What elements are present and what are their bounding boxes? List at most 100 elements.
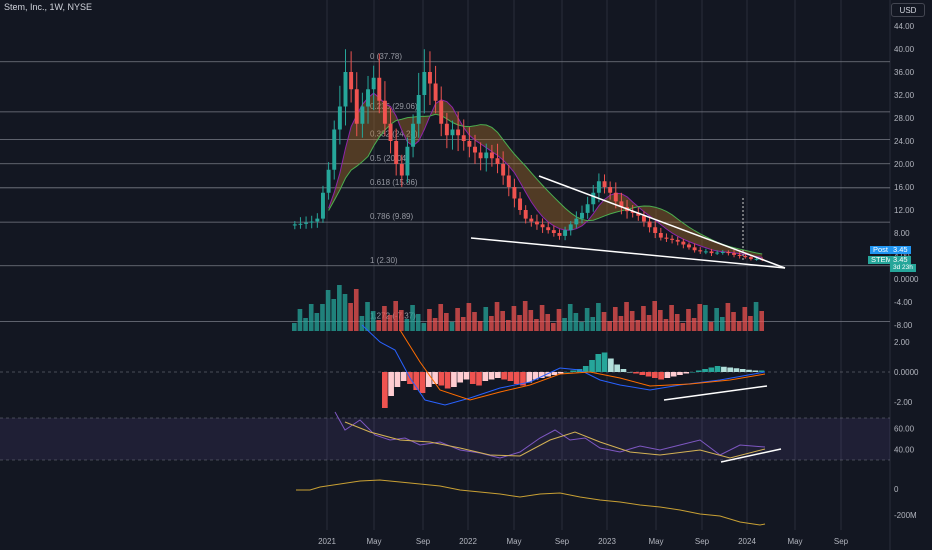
price-axis-label: 12.00 <box>894 206 915 215</box>
volume-bar <box>736 321 742 331</box>
volume-bar <box>489 316 494 331</box>
currency-button[interactable]: USD <box>891 3 925 17</box>
candle-body <box>715 252 720 254</box>
volume-bar <box>708 322 714 331</box>
candle-body <box>687 244 691 248</box>
macd-histogram-bar <box>626 372 633 373</box>
volume-bar <box>393 301 398 331</box>
macd-histogram-bar <box>444 372 451 389</box>
volume-bar <box>725 303 731 331</box>
candle-body <box>512 187 517 199</box>
volume-bar <box>444 313 449 331</box>
volume-bar <box>427 309 432 331</box>
volume-bar <box>635 320 641 331</box>
volume-bar <box>652 301 658 331</box>
volume-bar <box>483 307 489 331</box>
price-axis-label: 24.00 <box>894 137 915 146</box>
candle-body <box>422 72 427 95</box>
macd-histogram-bar <box>394 372 401 387</box>
candle-body <box>456 129 461 136</box>
fib-level-label: 1.272 (-7.37) <box>370 311 416 320</box>
candle-body <box>399 164 404 176</box>
candle-body <box>304 222 309 224</box>
fib-level-label: 0.5 (20.04) <box>370 154 409 163</box>
macd-histogram-bar <box>432 372 438 384</box>
macd-histogram-bar <box>752 370 759 372</box>
volume-bar <box>415 314 421 331</box>
candle-body <box>360 106 365 124</box>
ma-ribbon <box>328 93 763 258</box>
volume-bar <box>742 307 748 331</box>
candle-body <box>416 95 421 124</box>
rsi-band <box>0 418 890 460</box>
volume-bar <box>472 312 477 331</box>
volume-bar <box>674 314 680 331</box>
volume-bar <box>314 313 320 331</box>
candle-body <box>478 152 483 159</box>
volume-bar <box>658 310 663 331</box>
candle-body <box>709 251 714 254</box>
ma-slow-line <box>328 113 763 255</box>
volume-bar <box>337 285 342 331</box>
candle-body <box>580 212 584 219</box>
time-axis-label: Sep <box>695 537 710 546</box>
volume-bar <box>539 305 545 331</box>
fib-level-label: 0.618 (15.86) <box>370 178 418 187</box>
time-axis-label: May <box>506 537 521 546</box>
volume-bar <box>629 311 635 331</box>
candle-body <box>647 221 652 228</box>
volume-bar <box>404 319 410 331</box>
fib-level-label: 0.786 (9.89) <box>370 212 413 221</box>
volume-bar <box>719 317 725 331</box>
volume-bar <box>517 315 522 331</box>
candle-body <box>613 192 618 202</box>
price-axis-label: 44.00 <box>894 22 915 31</box>
candle-body <box>354 89 359 124</box>
macd-histogram-bar <box>513 372 520 384</box>
volume-bar <box>522 301 528 331</box>
macd-histogram-bar <box>739 369 746 372</box>
macd-histogram-bar <box>595 354 602 372</box>
time-axis-label: Sep <box>555 537 570 546</box>
volume-bar <box>748 316 753 331</box>
volume-bar <box>663 319 669 331</box>
price-axis-label: 0.0000 <box>894 275 919 284</box>
rsi-axis-label: 40.00 <box>894 446 915 455</box>
volume-bar <box>511 306 517 331</box>
volume-bar <box>596 303 601 331</box>
candle-body <box>591 192 596 205</box>
time-axis-label: Sep <box>834 537 849 546</box>
price-axis-label: 32.00 <box>894 91 915 100</box>
macd-histogram-bar <box>501 372 507 380</box>
price-axis-label: 16.00 <box>894 183 915 192</box>
candle-body <box>670 238 675 240</box>
macd-histogram-bar <box>438 372 445 386</box>
volume-bar <box>449 322 455 331</box>
time-axis-label: May <box>787 537 802 546</box>
macd-histogram-bar <box>733 368 740 372</box>
volume-bar <box>624 302 629 331</box>
candle-body <box>602 181 607 187</box>
macd-histogram-bar <box>457 372 464 383</box>
macd-histogram-bar <box>677 372 683 375</box>
macd-histogram-bar <box>576 369 583 372</box>
macd-histogram-bar <box>639 372 646 375</box>
volume-bar <box>500 311 505 331</box>
macd-histogram-bar <box>425 372 432 387</box>
macd-histogram-bar <box>538 372 545 378</box>
candle-body <box>698 250 703 252</box>
macd-histogram-bar <box>507 372 514 381</box>
candle-body <box>636 212 641 216</box>
price-axis-label: 40.00 <box>894 45 915 54</box>
macd-histogram-bar <box>689 372 696 373</box>
rsi-axis-label: 60.00 <box>894 425 915 434</box>
macd-histogram-bar <box>746 369 752 372</box>
macd-divergence-arrow <box>663 385 768 401</box>
macd-histogram-bar <box>582 366 589 372</box>
macd-line <box>361 324 766 406</box>
candle-body <box>726 251 731 254</box>
candle-body <box>546 227 551 231</box>
volume-bar <box>607 321 612 331</box>
volume-bar <box>618 316 624 331</box>
